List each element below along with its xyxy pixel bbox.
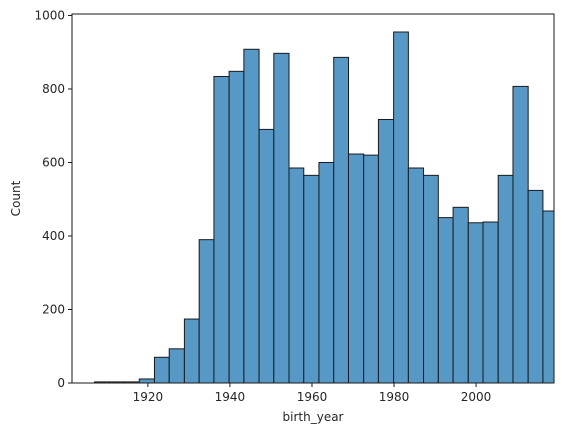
histogram-bar xyxy=(259,129,274,383)
y-tick-label: 200 xyxy=(42,302,65,316)
histogram-bar xyxy=(199,240,214,383)
histogram-bar xyxy=(184,319,199,383)
histogram-bar xyxy=(378,119,393,383)
histogram-bar xyxy=(274,53,289,383)
histogram-bar xyxy=(334,57,349,383)
histogram-bar xyxy=(528,190,543,383)
x-axis-ticks: 1920 1940 1960 1980 2000 xyxy=(133,383,492,404)
histogram-bars xyxy=(95,32,554,383)
y-tick-label: 1000 xyxy=(34,8,65,22)
histogram-bar xyxy=(154,357,169,383)
histogram-bar xyxy=(364,155,379,383)
histogram-bar xyxy=(244,49,259,383)
histogram-bar xyxy=(424,175,439,383)
y-tick-label: 600 xyxy=(42,155,65,169)
histogram-bar xyxy=(543,211,554,383)
histogram-bar xyxy=(319,162,334,383)
histogram-bar xyxy=(214,76,229,383)
histogram-bar xyxy=(483,222,498,383)
y-axis-label: Count xyxy=(9,180,23,216)
histogram-bar xyxy=(468,223,483,383)
histogram-bar xyxy=(229,71,244,383)
y-tick-label: 400 xyxy=(42,229,65,243)
histogram-bar xyxy=(408,168,423,383)
x-tick-label: 1960 xyxy=(297,390,328,404)
y-tick-label: 0 xyxy=(57,376,65,390)
histogram-bar xyxy=(139,379,154,383)
x-tick-label: 2000 xyxy=(461,390,492,404)
histogram-bar xyxy=(438,218,453,383)
x-tick-label: 1980 xyxy=(379,390,410,404)
y-tick-label: 800 xyxy=(42,82,65,96)
histogram-bar xyxy=(348,154,363,383)
histogram-bar xyxy=(289,168,304,383)
histogram-bar xyxy=(453,207,468,383)
histogram-bar xyxy=(498,175,513,383)
histogram-bar xyxy=(304,175,319,383)
x-tick-label: 1940 xyxy=(215,390,246,404)
histogram-bar xyxy=(169,349,184,383)
y-axis-ticks: 0 200 400 600 800 1000 xyxy=(34,8,72,390)
x-tick-label: 1920 xyxy=(133,390,164,404)
histogram-bar xyxy=(513,86,528,383)
histogram-bar xyxy=(394,32,409,383)
x-axis-label: birth_year xyxy=(283,410,344,424)
